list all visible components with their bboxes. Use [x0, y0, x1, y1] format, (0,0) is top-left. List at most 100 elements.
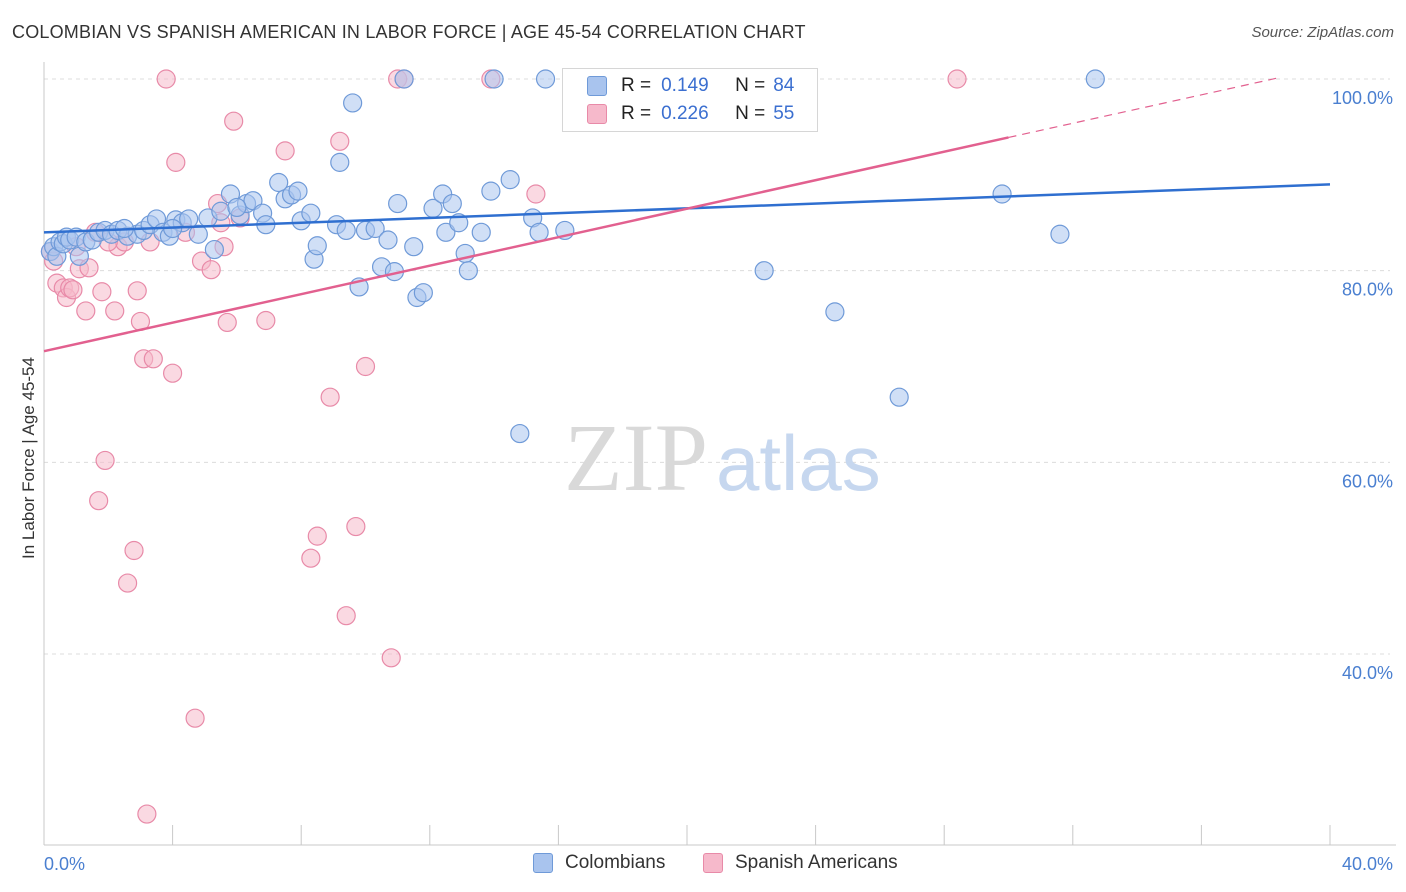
legend-row-spanish: R = 0.226 N = 55 — [587, 101, 794, 127]
legend-label-colombians: Colombians — [565, 852, 666, 873]
legend-swatch-spanish — [703, 853, 723, 873]
colombian-point — [1050, 224, 1070, 244]
colombian-point — [378, 230, 398, 250]
colombian-point — [484, 69, 504, 89]
spanish-point — [95, 450, 115, 471]
tick-labels: 40.0% 60.0% 80.0% 100.0% 0.0% 40.0% — [44, 88, 1393, 874]
legend-r-label: R = — [621, 103, 652, 124]
spanish-point — [355, 356, 376, 377]
colombian-point — [394, 69, 414, 89]
colombian-point — [500, 170, 520, 190]
x-tick-label: 0.0% — [44, 854, 85, 874]
spanish-point — [143, 349, 163, 369]
watermark-zip: ZIP — [564, 404, 708, 511]
colombian-point — [471, 222, 491, 242]
y-tick-label: 60.0% — [1342, 471, 1393, 491]
colombian-point — [269, 172, 289, 193]
spanish-point — [256, 310, 276, 331]
legend-n-value-colombians: 84 — [773, 75, 795, 96]
trend-lines — [43, 76, 1331, 353]
colombian-point — [458, 261, 478, 281]
colombian-point — [188, 224, 208, 244]
spanish-point — [76, 301, 96, 321]
spanish-point — [320, 387, 340, 407]
legend-n-label: N = — [735, 103, 766, 124]
colombian-point — [336, 220, 356, 241]
colombian-point — [227, 197, 247, 218]
colombian-point — [413, 283, 433, 303]
colombian-point — [301, 203, 321, 223]
colombian-point — [754, 261, 774, 281]
legend-r-label: R = — [621, 75, 652, 96]
colombian-point — [436, 222, 456, 242]
legend-swatch-colombians — [533, 853, 553, 873]
spanish-point — [185, 708, 205, 728]
legend-row-colombians: R = 0.149 N = 84 — [587, 73, 794, 99]
legend-swatch-colombians — [587, 76, 607, 96]
colombian-point — [889, 387, 909, 407]
colombian-point — [1085, 69, 1105, 89]
spanish-point — [156, 69, 176, 89]
spanish-point — [163, 363, 183, 383]
series-legend: Colombians Spanish Americans — [0, 852, 1406, 878]
spanish-point — [217, 312, 237, 333]
legend-swatch-spanish — [587, 104, 607, 124]
spanish-point — [330, 131, 350, 151]
legend-item-colombians[interactable]: Colombians — [533, 852, 665, 874]
legend-n-value-spanish: 55 — [773, 103, 795, 124]
y-tick-label: 40.0% — [1342, 663, 1393, 683]
spanish-point — [92, 282, 112, 302]
colombian-point — [343, 93, 363, 113]
spanish-point — [526, 184, 546, 204]
colombian-point — [529, 222, 549, 242]
spanish-point — [947, 69, 967, 89]
x-tick-label: 40.0% — [1342, 854, 1393, 874]
colombian-point — [179, 209, 199, 229]
colombian-point — [510, 423, 530, 444]
spanish-point — [336, 606, 356, 626]
spanish-point — [381, 648, 401, 668]
watermark-atlas: atlas — [716, 419, 881, 507]
colombian-point — [288, 181, 308, 201]
spanish-point — [137, 804, 157, 824]
spanish-point — [105, 301, 125, 321]
y-axis-title: In Labor Force | Age 45-54 — [19, 357, 38, 559]
legend-label-spanish: Spanish Americans — [735, 852, 898, 873]
spanish-trend-line — [43, 136, 1009, 353]
spanish-point — [201, 260, 221, 280]
spanish-point — [301, 548, 321, 568]
legend-item-spanish[interactable]: Spanish Americans — [703, 852, 898, 874]
y-tick-label: 100.0% — [1332, 88, 1393, 108]
colombian-point — [481, 181, 501, 201]
colombian-point — [211, 201, 231, 221]
legend-n-label: N = — [735, 75, 766, 96]
stats-legend: R = 0.149 N = 84 R = 0.226 N = 55 — [562, 68, 818, 132]
colombian-point — [442, 193, 462, 214]
colombian-point — [404, 237, 424, 257]
grid-lines — [44, 78, 1390, 655]
spanish-point — [346, 516, 366, 537]
colombian-point — [330, 152, 350, 172]
axes — [43, 62, 1396, 846]
colombian-point — [388, 193, 408, 214]
spanish-point — [166, 152, 186, 172]
colombian-point — [535, 69, 556, 89]
spanish-point — [124, 540, 144, 561]
colombian-point — [825, 302, 845, 322]
y-tick-label: 80.0% — [1342, 280, 1393, 300]
spanish-point — [307, 526, 327, 546]
source-label: Source: ZipAtlas.com — [1251, 24, 1394, 41]
spanish-point — [224, 111, 244, 131]
chart-title: COLOMBIAN VS SPANISH AMERICAN IN LABOR F… — [12, 22, 806, 42]
legend-r-value-spanish: 0.226 — [661, 103, 709, 124]
spanish-point — [117, 573, 138, 593]
colombian-point — [204, 239, 224, 260]
spanish-point — [275, 141, 295, 161]
legend-r-value-colombians: 0.149 — [661, 75, 709, 96]
spanish-trend-extension — [1008, 76, 1282, 139]
watermark: ZIP atlas — [564, 404, 881, 511]
spanish-point — [127, 281, 147, 301]
colombian-point — [307, 236, 327, 256]
spanish-point — [63, 280, 83, 300]
